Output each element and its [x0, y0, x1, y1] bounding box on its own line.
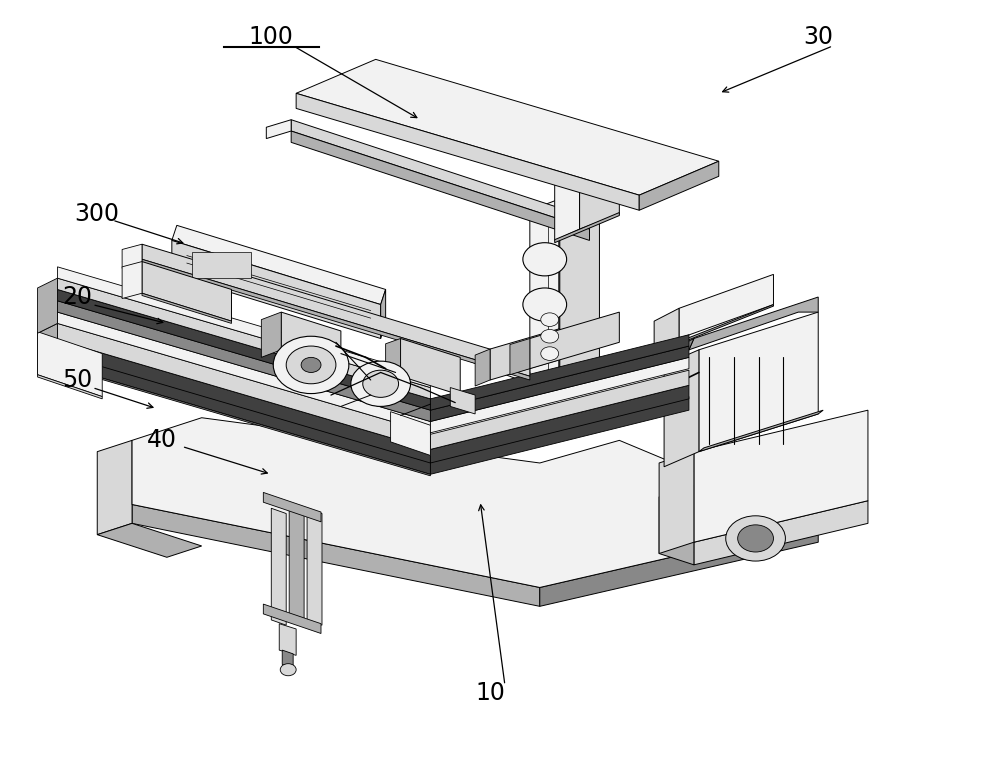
Polygon shape — [57, 351, 430, 474]
Circle shape — [273, 336, 349, 394]
Text: 40: 40 — [147, 429, 177, 452]
Polygon shape — [263, 492, 321, 522]
Text: 300: 300 — [75, 202, 120, 226]
Polygon shape — [263, 604, 321, 634]
Polygon shape — [694, 410, 868, 542]
Polygon shape — [555, 213, 619, 242]
Polygon shape — [530, 199, 560, 399]
Polygon shape — [291, 131, 590, 240]
Polygon shape — [430, 346, 689, 422]
Polygon shape — [38, 278, 57, 333]
Circle shape — [541, 329, 559, 343]
Polygon shape — [679, 274, 773, 338]
Polygon shape — [560, 184, 599, 388]
Polygon shape — [694, 501, 868, 565]
Polygon shape — [289, 508, 304, 625]
Circle shape — [363, 370, 399, 397]
Polygon shape — [664, 350, 699, 467]
Polygon shape — [57, 267, 430, 388]
Polygon shape — [699, 312, 818, 451]
Polygon shape — [430, 334, 689, 410]
Polygon shape — [38, 331, 102, 397]
Polygon shape — [122, 244, 142, 268]
Text: 10: 10 — [475, 681, 505, 705]
Polygon shape — [530, 369, 599, 401]
Text: 20: 20 — [62, 285, 92, 309]
Polygon shape — [654, 309, 679, 351]
Polygon shape — [57, 301, 430, 422]
Polygon shape — [57, 324, 430, 449]
Polygon shape — [401, 338, 460, 395]
Polygon shape — [580, 146, 619, 229]
Circle shape — [286, 346, 336, 384]
Polygon shape — [57, 365, 430, 476]
Circle shape — [541, 313, 559, 327]
Polygon shape — [197, 252, 530, 384]
Polygon shape — [97, 440, 132, 535]
Text: 50: 50 — [62, 368, 92, 392]
Polygon shape — [296, 59, 719, 195]
Polygon shape — [172, 240, 381, 338]
Polygon shape — [122, 261, 142, 299]
Polygon shape — [38, 324, 57, 375]
Polygon shape — [430, 385, 689, 463]
Circle shape — [523, 288, 567, 321]
Polygon shape — [281, 312, 341, 369]
Polygon shape — [197, 248, 530, 376]
Polygon shape — [654, 305, 773, 353]
Polygon shape — [430, 397, 689, 474]
Polygon shape — [510, 338, 530, 375]
Polygon shape — [142, 259, 530, 380]
Circle shape — [738, 525, 773, 552]
Polygon shape — [391, 412, 430, 455]
Circle shape — [301, 357, 321, 372]
Polygon shape — [57, 278, 430, 399]
Polygon shape — [142, 293, 232, 324]
Polygon shape — [430, 357, 689, 432]
Circle shape — [280, 663, 296, 676]
Polygon shape — [142, 244, 530, 376]
Polygon shape — [261, 312, 281, 357]
Polygon shape — [386, 338, 401, 382]
Circle shape — [726, 516, 785, 561]
Polygon shape — [97, 524, 202, 557]
Text: 30: 30 — [803, 25, 833, 49]
Polygon shape — [689, 297, 818, 350]
Polygon shape — [475, 349, 490, 386]
Polygon shape — [132, 505, 540, 606]
Polygon shape — [38, 375, 102, 399]
Polygon shape — [490, 328, 560, 380]
Polygon shape — [555, 161, 580, 240]
Circle shape — [523, 242, 567, 276]
Polygon shape — [266, 120, 291, 138]
Bar — [192, 252, 251, 278]
Polygon shape — [57, 312, 430, 432]
Polygon shape — [57, 340, 430, 463]
Polygon shape — [530, 312, 619, 369]
Circle shape — [351, 361, 411, 407]
Polygon shape — [279, 624, 296, 655]
Polygon shape — [172, 225, 386, 305]
Polygon shape — [450, 388, 475, 414]
Polygon shape — [430, 370, 689, 449]
Polygon shape — [307, 508, 322, 625]
Polygon shape — [659, 451, 694, 553]
Polygon shape — [664, 338, 694, 365]
Polygon shape — [142, 261, 232, 321]
Polygon shape — [57, 290, 430, 410]
Polygon shape — [540, 524, 818, 606]
Polygon shape — [291, 120, 590, 229]
Polygon shape — [381, 290, 386, 338]
Polygon shape — [659, 486, 694, 565]
Polygon shape — [639, 161, 719, 211]
Text: 100: 100 — [249, 25, 294, 49]
Polygon shape — [699, 410, 823, 451]
Polygon shape — [132, 418, 818, 587]
Polygon shape — [282, 650, 293, 668]
Circle shape — [541, 347, 559, 360]
Polygon shape — [271, 508, 286, 625]
Polygon shape — [296, 93, 639, 211]
